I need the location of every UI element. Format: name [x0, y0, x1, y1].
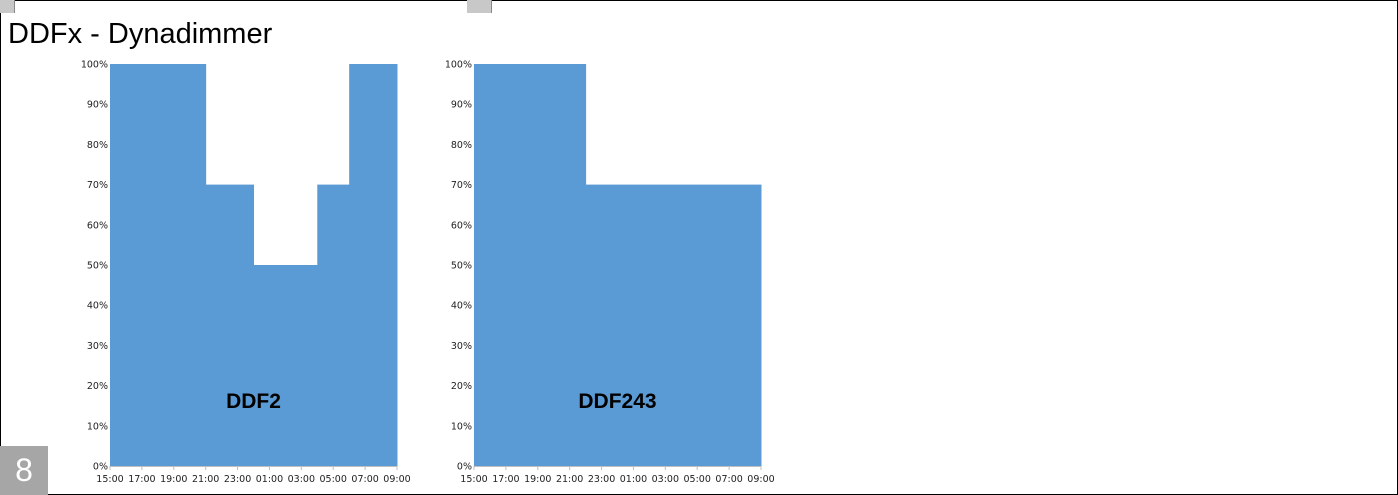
x-tick-label: 23:00	[588, 474, 615, 485]
x-tick-label: 15:00	[460, 474, 487, 485]
y-tick-label: 70%	[87, 180, 108, 191]
x-tick-label: 17:00	[128, 474, 155, 485]
area-step-3	[317, 184, 350, 466]
x-tick-label: 21:00	[192, 474, 219, 485]
y-tick-label: 70%	[451, 180, 472, 191]
y-tick-label: 80%	[87, 140, 108, 151]
chart-ddf243: 0% 10% 20% 30% 40% 50% 60% 70% 80% 90% 100% 15:00 17…	[445, 60, 775, 486]
y-tick-label: 30%	[451, 341, 472, 352]
y-tick-label: 40%	[87, 301, 108, 312]
area-step-1	[205, 184, 254, 466]
x-tick-label: 01:00	[256, 474, 283, 485]
tab-stub-left	[0, 0, 15, 13]
y-tick-label: 20%	[87, 381, 108, 392]
y-tick-label: 60%	[451, 220, 472, 231]
x-tick-label: 09:00	[747, 474, 774, 485]
top-tab-strip	[0, 0, 1398, 14]
y-tick-label: 0%	[457, 462, 472, 473]
y-tick-label: 20%	[451, 381, 472, 392]
y-tick-label: 10%	[87, 421, 108, 432]
area-step-0	[110, 64, 207, 466]
x-tick-label: 03:00	[652, 474, 679, 485]
x-tick-label: 19:00	[160, 474, 187, 485]
x-tick-label: 17:00	[492, 474, 519, 485]
area-step-1	[585, 184, 762, 466]
page-number-badge: 8	[0, 446, 48, 495]
chart-series-label: DDF243	[578, 390, 656, 413]
x-tick-label: 03:00	[288, 474, 315, 485]
y-tick-label: 100%	[81, 60, 108, 71]
x-tick-label: 15:00	[96, 474, 123, 485]
x-tick-label: 23:00	[224, 474, 251, 485]
x-tick-label: 07:00	[351, 474, 378, 485]
area-step-4	[349, 64, 398, 466]
chart-series-label: DDF2	[226, 390, 281, 413]
y-tick-label: 90%	[87, 100, 108, 111]
x-tick-label: 09:00	[383, 474, 410, 485]
page-title: DDFx - Dynadimmer	[8, 18, 273, 50]
x-tick-label: 05:00	[684, 474, 711, 485]
y-tick-label: 50%	[451, 261, 472, 272]
y-tick-label: 90%	[451, 100, 472, 111]
area-step-2	[253, 265, 318, 466]
tab-stub-middle	[467, 0, 492, 13]
y-tick-label: 10%	[451, 421, 472, 432]
y-tick-label: 60%	[87, 220, 108, 231]
y-tick-label: 30%	[87, 341, 108, 352]
y-tick-label: 100%	[445, 60, 472, 71]
x-tick-label: 05:00	[320, 474, 347, 485]
y-tick-label: 80%	[451, 140, 472, 151]
x-tick-label: 21:00	[556, 474, 583, 485]
area-step-0	[474, 64, 587, 466]
x-tick-label: 19:00	[524, 474, 551, 485]
chart-ddf2: 0% 10% 20% 30% 40% 50% 60% 70% 80% 90% 100% 15:00 17…	[81, 60, 411, 486]
x-tick-label: 01:00	[620, 474, 647, 485]
x-tick-label: 07:00	[715, 474, 742, 485]
y-tick-label: 50%	[87, 261, 108, 272]
y-tick-label: 40%	[451, 301, 472, 312]
y-tick-label: 0%	[93, 462, 108, 473]
